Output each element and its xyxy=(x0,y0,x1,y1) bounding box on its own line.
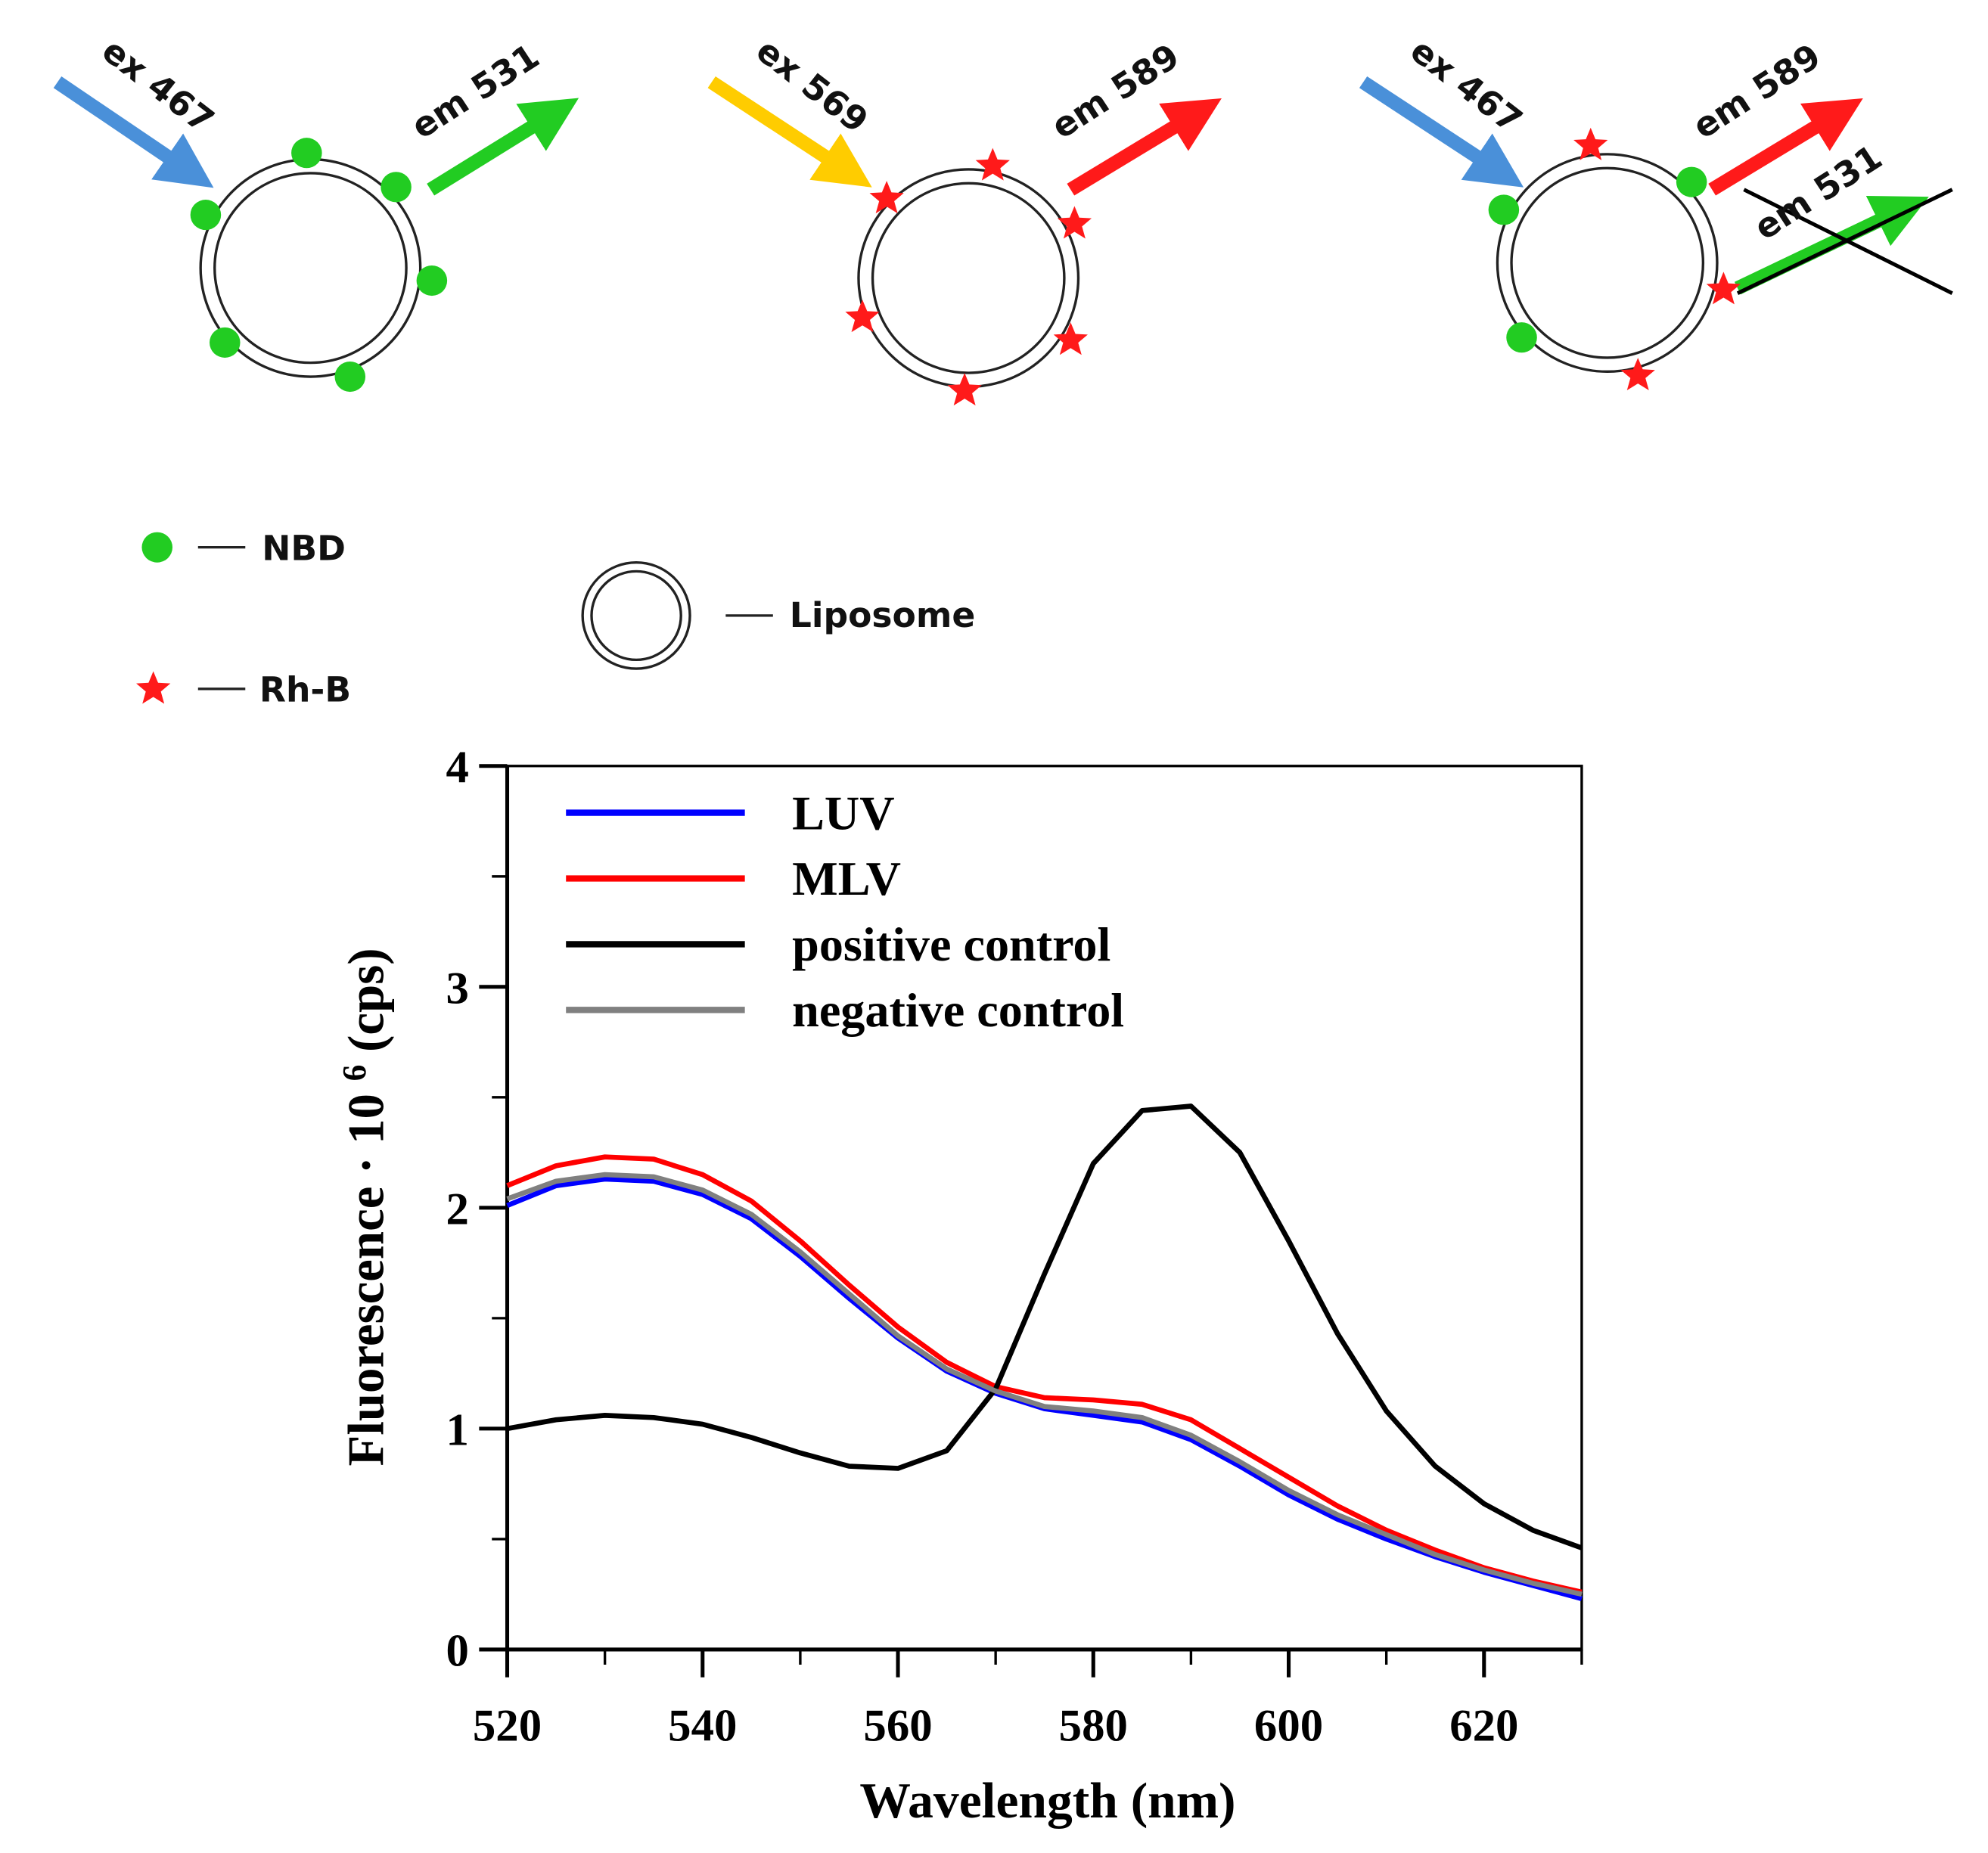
y-tick-label: 4 xyxy=(446,743,468,793)
legend-label: NBD xyxy=(262,529,346,569)
x-tick-label: 520 xyxy=(473,1701,542,1752)
y-tick-label: 2 xyxy=(446,1184,468,1235)
diagram xyxy=(53,76,1953,704)
series-line xyxy=(506,1172,1583,1597)
y-label-unit: (cps) xyxy=(337,948,394,1052)
legend-label: negative control xyxy=(792,983,1124,1037)
chart: Wavelength (nm) Fluorescence · 10 6 (cps… xyxy=(320,743,1583,1830)
legend-label: Rh-B xyxy=(259,670,351,710)
series-line xyxy=(506,1176,1583,1601)
legend-label: positive control xyxy=(792,917,1110,971)
x-tick-label: 580 xyxy=(1059,1701,1128,1752)
y-tick-label: 3 xyxy=(446,964,468,1014)
series-line xyxy=(506,1154,1583,1595)
x-tick-label: 600 xyxy=(1254,1701,1323,1752)
series-line xyxy=(506,1103,1583,1550)
x-axis-label: Wavelength (nm) xyxy=(859,1773,1235,1830)
x-tick-label: 620 xyxy=(1449,1701,1518,1752)
legend-label: LUV xyxy=(792,787,894,840)
y-tick-label: 1 xyxy=(446,1405,468,1456)
legend-label: Liposome xyxy=(790,595,976,635)
x-tick-label: 540 xyxy=(668,1701,737,1752)
y-tick-label: 0 xyxy=(446,1626,468,1677)
legend-label: MLV xyxy=(792,852,901,906)
plot-frame xyxy=(505,765,1583,1651)
y-label-text: Fluorescence · 10 xyxy=(337,1094,394,1466)
y-label-sup: 6 xyxy=(337,1065,373,1082)
x-tick-label: 560 xyxy=(863,1701,932,1752)
y-axis-label: Fluorescence · 10 6 (cps) xyxy=(320,948,395,1467)
